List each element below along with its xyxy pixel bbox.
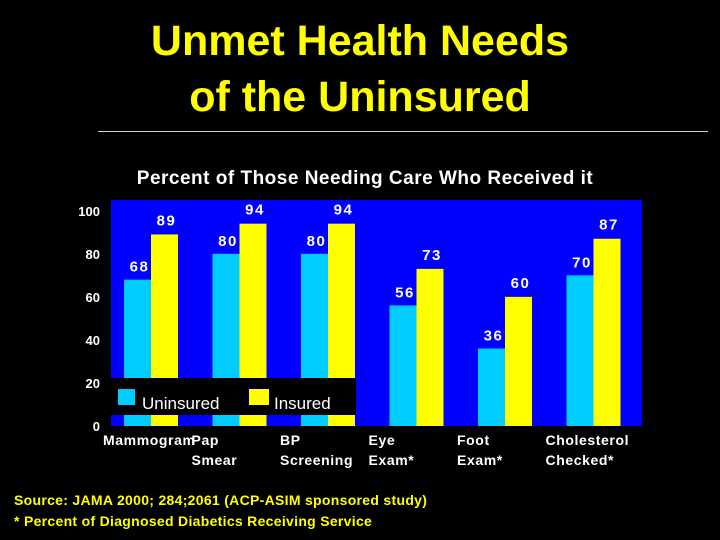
data-label-insured: 87 xyxy=(599,217,619,234)
bar-chart: 0 20 40 60 80 100 68 89 Mammogram 80 94 Pap Smear 80 9… xyxy=(78,200,642,468)
bar-insured xyxy=(593,238,621,426)
bar-uninsured xyxy=(478,348,505,426)
bar-insured xyxy=(505,296,532,426)
data-label-uninsured: 56 xyxy=(395,284,415,301)
data-label-insured: 60 xyxy=(511,275,531,292)
bar-uninsured xyxy=(566,275,594,426)
bar-insured xyxy=(416,268,444,426)
data-label-insured: 94 xyxy=(334,202,354,219)
x-tick-label: Eye xyxy=(369,432,396,448)
y-tick-label: 80 xyxy=(86,247,100,262)
y-tick-label: 40 xyxy=(86,333,100,348)
slide-title-line1: Unmet Health Needs xyxy=(150,17,570,65)
x-tick-label: Exam* xyxy=(457,452,503,468)
legend-label-uninsured: Uninsured xyxy=(142,394,220,413)
x-tick-label: Smear xyxy=(192,452,238,468)
legend-swatch-insured xyxy=(249,389,269,405)
title-divider xyxy=(98,131,708,132)
x-tick-label: Screening xyxy=(280,452,353,468)
data-label-uninsured: 68 xyxy=(130,259,150,276)
bar-uninsured xyxy=(389,305,417,426)
chart-title: Percent of Those Needing Care Who Receiv… xyxy=(136,168,594,189)
x-tick-label: Foot xyxy=(457,432,490,448)
x-tick-label: Mammogram xyxy=(103,432,196,448)
x-tick-label: BP xyxy=(280,432,301,448)
legend-label-insured: Insured xyxy=(274,394,331,413)
y-tick-label: 60 xyxy=(86,290,100,305)
data-label-uninsured: 80 xyxy=(307,233,327,250)
y-tick-label: 100 xyxy=(78,204,100,219)
x-tick-label: Checked* xyxy=(546,452,615,468)
x-tick-label: Exam* xyxy=(369,452,415,468)
data-label-uninsured: 80 xyxy=(218,233,238,250)
footnote: * Percent of Diagnosed Diabetics Receivi… xyxy=(14,513,373,529)
y-tick-label: 20 xyxy=(86,376,100,391)
y-tick-label: 0 xyxy=(93,419,100,434)
data-label-insured: 73 xyxy=(422,247,442,264)
data-label-uninsured: 70 xyxy=(572,254,592,271)
x-tick-label: Pap xyxy=(192,432,219,448)
source-note: Source: JAMA 2000; 284;2061 (ACP-ASIM sp… xyxy=(14,492,428,508)
data-label-uninsured: 36 xyxy=(484,328,504,345)
data-label-insured: 94 xyxy=(245,202,265,219)
legend-box xyxy=(111,378,356,415)
slide-title-line2: of the Uninsured xyxy=(189,73,531,121)
legend-swatch-uninsured xyxy=(118,389,135,405)
data-label-insured: 89 xyxy=(157,212,177,229)
x-tick-label: Cholesterol xyxy=(546,432,630,448)
